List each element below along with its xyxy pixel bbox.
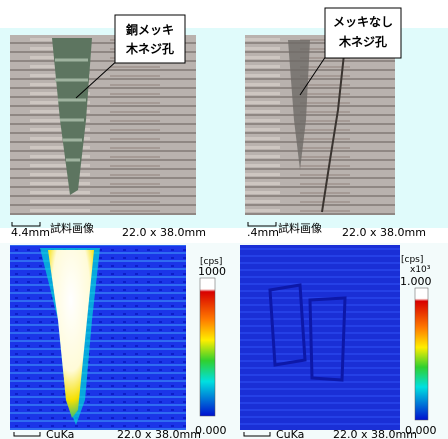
colorbar-max: 1000 <box>198 265 226 278</box>
callout-text: 木ネジ孔 <box>125 41 174 56</box>
callout-text: 銅メッキ <box>125 22 174 37</box>
image-size: 22.0 x 38.0mm <box>117 428 201 439</box>
colorbar-max: 1.000 <box>400 275 432 288</box>
colorbar-unit: [cps] <box>401 255 423 265</box>
image-size: 22.0 x 38.0mm <box>333 428 417 439</box>
callout-text: メッキなし <box>333 15 393 29</box>
element-label: CuKa <box>46 428 74 439</box>
sample-photo <box>245 35 395 215</box>
element-map <box>240 245 400 430</box>
image-size: 22.0 x 38.0mm <box>122 226 206 239</box>
image-size: 22.0 x 38.0mm <box>342 226 426 239</box>
scale-label: 4.4mm <box>11 226 50 239</box>
image-label: 試料画像 <box>278 221 322 235</box>
image-label: 試料画像 <box>50 221 94 235</box>
scale-label: .4mm <box>247 226 279 239</box>
element-label: CuKa <box>276 428 304 439</box>
colorbar <box>415 288 428 420</box>
colorbar <box>200 278 215 416</box>
screenshot: 銅メッキ 木ネジ孔 4.4mm 試料画像 22.0 x 38.0mm メッキなし… <box>0 0 448 439</box>
colorbar-multiplier: x10³ <box>410 265 431 275</box>
callout-text: 木ネジ孔 <box>338 34 387 49</box>
element-map <box>10 245 186 430</box>
